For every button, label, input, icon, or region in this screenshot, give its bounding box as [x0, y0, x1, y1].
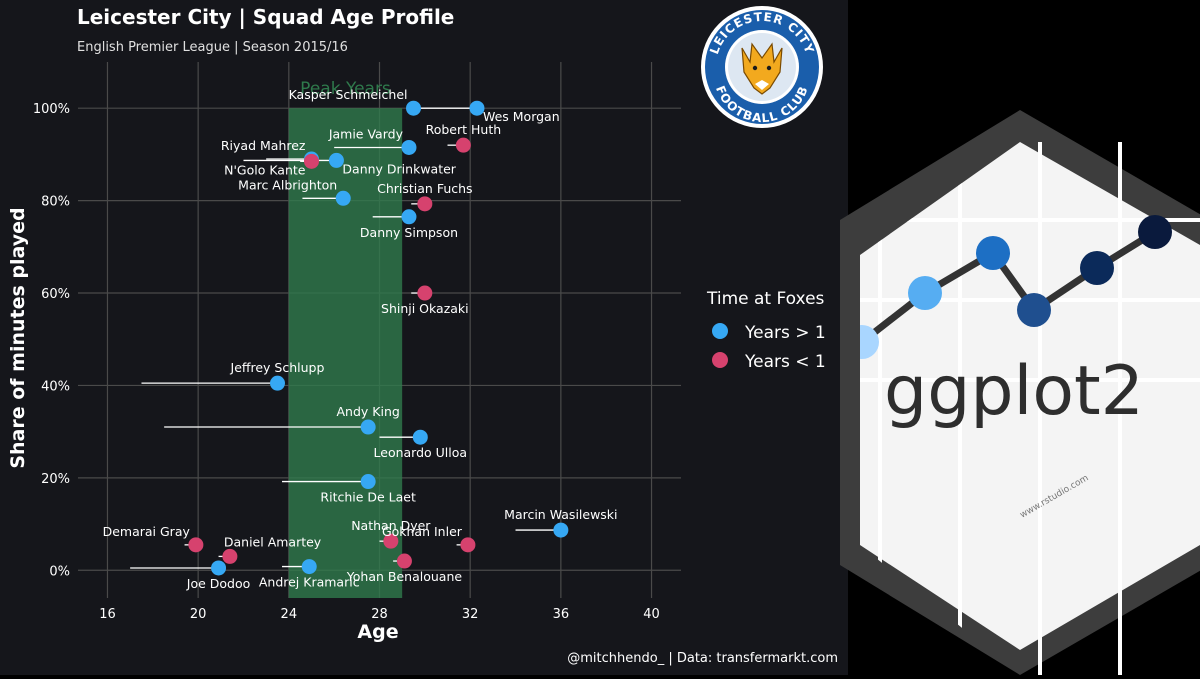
point-label: Nathan Dyer: [351, 518, 431, 533]
ggplot2-hex-logo: ggplot2 www.rstudio.com: [840, 110, 1200, 675]
data-points: [188, 100, 569, 576]
point-label: Wes Morgan: [483, 109, 560, 124]
x-tick-label: 40: [643, 607, 660, 622]
point-label: Leonardo Ulloa: [374, 445, 468, 460]
data-point: [401, 139, 417, 155]
point-label: Joe Dodoo: [186, 576, 251, 591]
legend-swatch-years-lt-1: [712, 352, 728, 368]
point-label: Daniel Amartey: [224, 534, 322, 549]
point-label: Andy King: [337, 404, 400, 419]
chart-title: Leicester City | Squad Age Profile: [77, 5, 454, 29]
point-label: Demarai Gray: [103, 524, 191, 539]
x-tick-label: 16: [99, 607, 116, 622]
y-tick-label: 20%: [41, 472, 70, 487]
data-point: [222, 548, 238, 564]
point-label: Kasper Schmeichel: [289, 87, 408, 102]
point-label: Ritchie De Laet: [320, 490, 416, 505]
data-point: [469, 100, 485, 116]
x-tick-labels: 16 20 24 28 32 36 40: [99, 607, 660, 622]
y-tick-label: 80%: [41, 195, 70, 210]
y-tick-labels: 0% 20% 40% 60% 80% 100%: [33, 102, 70, 579]
data-point: [360, 474, 376, 490]
data-point: [401, 209, 417, 225]
y-tick-label: 100%: [33, 102, 70, 117]
legend-label-years-gt-1: Years > 1: [744, 323, 826, 343]
legend-title: Time at Foxes: [706, 289, 825, 309]
x-tick-label: 20: [190, 607, 207, 622]
legend: Time at Foxes Years > 1 Years < 1: [706, 289, 826, 372]
data-point: [383, 533, 399, 549]
data-point: [417, 196, 433, 212]
y-tick-label: 40%: [41, 379, 70, 394]
point-label: Danny Drinkwater: [342, 161, 456, 176]
chart-background: [0, 0, 848, 675]
y-tick-label: 0%: [49, 564, 70, 579]
data-point: [412, 429, 428, 445]
point-label: Shinji Okazaki: [381, 301, 469, 316]
chart-subtitle: English Premier League | Season 2015/16: [77, 40, 348, 55]
point-label: Gokhan Inler: [382, 524, 463, 539]
point-label: Jamie Vardy: [328, 126, 404, 141]
legend-label-years-lt-1: Years < 1: [744, 352, 826, 372]
point-label: Yohan Benalouane: [346, 569, 463, 584]
caption: @mitchhendo_ | Data: transfermarkt.com: [567, 651, 838, 666]
data-point: [455, 137, 471, 153]
leicester-city-crest-logo: LEICESTER CITY FOOTBALL CLUB: [701, 6, 823, 128]
data-point: [211, 560, 227, 576]
data-point: [417, 285, 433, 301]
point-label: Robert Huth: [426, 122, 502, 137]
x-axis-title: Age: [357, 621, 398, 643]
ggplot2-wordmark: ggplot2: [884, 352, 1144, 431]
x-tick-label: 28: [371, 607, 388, 622]
data-point: [335, 190, 351, 206]
peak-years-band: [288, 108, 403, 598]
point-label: Danny Simpson: [360, 225, 458, 240]
x-tick-label: 36: [553, 607, 570, 622]
x-tick-label: 32: [462, 607, 479, 622]
y-axis-title: Share of minutes played: [7, 207, 29, 468]
data-point: [553, 522, 569, 538]
peak-years-label: Peak Years: [300, 79, 391, 99]
data-point: [328, 152, 344, 168]
point-label: Christian Fuchs: [377, 181, 472, 196]
data-point: [301, 559, 317, 575]
data-point: [303, 153, 319, 169]
point-label: Andrej Kramaric: [259, 575, 360, 590]
data-point: [396, 553, 412, 569]
x-tick-label: 24: [281, 607, 298, 622]
point-label: Jeffrey Schlupp: [230, 360, 325, 375]
y-tick-label: 60%: [41, 287, 70, 302]
point-label: Marcin Wasilewski: [504, 507, 617, 522]
data-point: [269, 375, 285, 391]
point-labels: Kasper Schmeichel Wes Morgan Jamie Vardy Ro…: [103, 87, 618, 591]
legend-swatch-years-gt-1: [712, 323, 728, 339]
data-point: [360, 419, 376, 435]
point-label: N'Golo Kante: [224, 162, 306, 177]
peak-band: Peak Years: [288, 79, 403, 598]
data-point: [406, 100, 422, 116]
data-point: [188, 537, 204, 553]
point-label: Marc Albrighton: [238, 177, 337, 192]
point-label: Riyad Mahrez: [221, 138, 306, 153]
data-point: [460, 537, 476, 553]
